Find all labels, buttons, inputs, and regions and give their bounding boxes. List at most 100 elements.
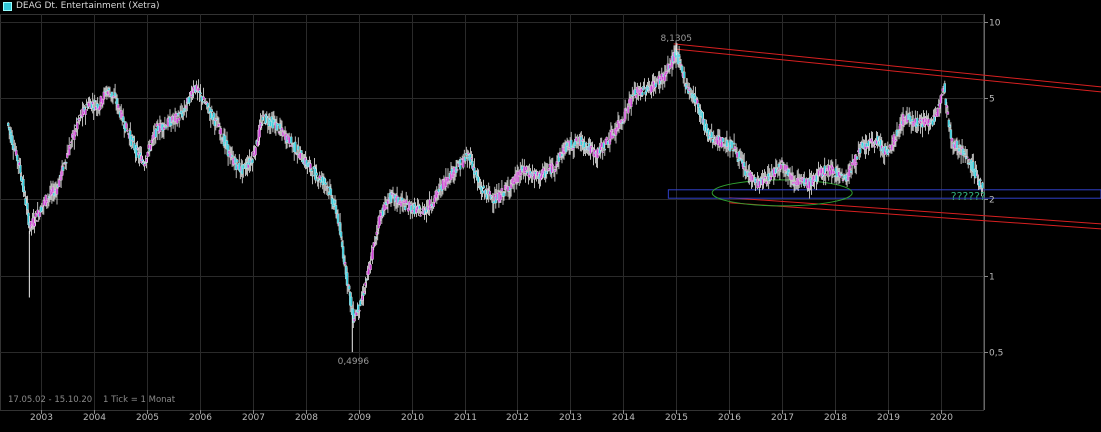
candle-up bbox=[55, 187, 59, 195]
channel-upper-line bbox=[673, 43, 1101, 88]
candle-down bbox=[199, 92, 202, 95]
candle-up bbox=[488, 190, 491, 195]
candle-up bbox=[280, 127, 284, 131]
candle-down bbox=[326, 186, 329, 189]
candle-down bbox=[64, 162, 68, 164]
candle-up bbox=[309, 163, 312, 170]
candle-up bbox=[553, 169, 557, 172]
candle-down bbox=[603, 148, 606, 151]
candle-up bbox=[936, 108, 939, 117]
x-tick-label: 2009 bbox=[348, 413, 371, 423]
candle-down bbox=[310, 169, 313, 172]
candle-down bbox=[917, 124, 920, 127]
candle-down bbox=[481, 190, 484, 194]
candle-down bbox=[212, 112, 216, 118]
candle-up bbox=[831, 166, 834, 170]
y-tick-label: 2 bbox=[989, 196, 995, 206]
candle-down bbox=[311, 174, 314, 177]
candle-down bbox=[730, 140, 734, 149]
candle-up bbox=[946, 111, 950, 115]
y-axis: 10 5 2 1 0,5 bbox=[984, 19, 1003, 359]
candle-up bbox=[506, 185, 510, 192]
candle-down bbox=[641, 91, 644, 96]
candle-down bbox=[188, 96, 191, 104]
candle-up bbox=[632, 96, 635, 99]
candle-up bbox=[976, 174, 979, 176]
x-tick-label: 2005 bbox=[136, 413, 159, 423]
candle-down bbox=[210, 109, 214, 112]
candle-down bbox=[191, 94, 194, 97]
candle-up bbox=[873, 146, 876, 148]
candle-down bbox=[294, 141, 297, 153]
candle-down bbox=[61, 166, 65, 171]
candle-down bbox=[955, 140, 959, 149]
grid-lines bbox=[0, 14, 985, 411]
candles bbox=[6, 41, 984, 353]
question-annotation: ?????? bbox=[951, 190, 986, 203]
candle-up bbox=[940, 93, 943, 96]
candle-up bbox=[460, 163, 463, 166]
candle-up bbox=[162, 126, 166, 130]
candle-down bbox=[944, 98, 947, 106]
candle-down bbox=[654, 82, 657, 88]
candle-down bbox=[164, 126, 168, 129]
candle-up bbox=[600, 142, 603, 148]
candle-down bbox=[6, 122, 10, 126]
candle-up bbox=[318, 175, 321, 179]
candle-up bbox=[499, 194, 503, 200]
candle-down bbox=[404, 205, 407, 210]
candle-down bbox=[26, 202, 29, 210]
candle-down bbox=[464, 156, 467, 162]
candle-up bbox=[828, 170, 831, 176]
candle-down bbox=[300, 150, 303, 154]
candle-up bbox=[67, 145, 71, 156]
candle-down bbox=[680, 65, 684, 73]
candle-down bbox=[466, 156, 469, 159]
candle-up bbox=[411, 209, 414, 213]
x-tick-label: 2010 bbox=[401, 413, 424, 423]
candle-up bbox=[419, 214, 422, 217]
candle-up bbox=[262, 114, 265, 117]
candle-down bbox=[856, 156, 859, 160]
x-tick-label: 2020 bbox=[930, 413, 953, 423]
candle-down bbox=[235, 159, 239, 163]
candle-up bbox=[367, 267, 370, 275]
price-annotation: 8,1305 bbox=[661, 34, 693, 44]
candle-down bbox=[943, 83, 946, 93]
support-ellipse bbox=[711, 179, 853, 207]
y-tick-label: 5 bbox=[989, 95, 995, 105]
price-annotation: 0,4996 bbox=[338, 357, 370, 367]
candle-down bbox=[620, 122, 624, 125]
candle-up bbox=[76, 122, 79, 130]
candle-up bbox=[289, 145, 292, 147]
candle-up bbox=[643, 87, 646, 89]
candle-up bbox=[855, 162, 858, 165]
annotations: 8,1305 0,4996?????? bbox=[338, 34, 986, 367]
candle-up bbox=[968, 158, 971, 161]
candle-up bbox=[769, 176, 772, 180]
support-box bbox=[667, 189, 1101, 199]
candle-down bbox=[840, 173, 844, 176]
x-tick-label: 2014 bbox=[612, 413, 635, 423]
trend-channel bbox=[673, 43, 1101, 230]
candle-down bbox=[348, 285, 351, 290]
x-tick-label: 2016 bbox=[718, 413, 741, 423]
x-tick-label: 2006 bbox=[189, 413, 212, 423]
y-tick-label: 1 bbox=[989, 273, 995, 283]
candle-down bbox=[206, 102, 209, 108]
candle-down bbox=[721, 137, 725, 143]
candle-down bbox=[315, 172, 318, 176]
candle-up bbox=[832, 170, 835, 174]
candle-down bbox=[334, 205, 338, 214]
x-tick-label: 2018 bbox=[824, 413, 847, 423]
x-tick-label: 2012 bbox=[506, 413, 529, 423]
candle-down bbox=[949, 129, 953, 139]
candle-up bbox=[369, 264, 372, 270]
legend-swatch bbox=[3, 1, 12, 11]
candle-up bbox=[126, 129, 129, 132]
x-tick-label: 2007 bbox=[242, 413, 265, 423]
candle-down bbox=[859, 148, 862, 154]
candle-down bbox=[276, 123, 280, 126]
candle-up bbox=[679, 63, 683, 66]
plot-frame bbox=[0, 14, 984, 411]
